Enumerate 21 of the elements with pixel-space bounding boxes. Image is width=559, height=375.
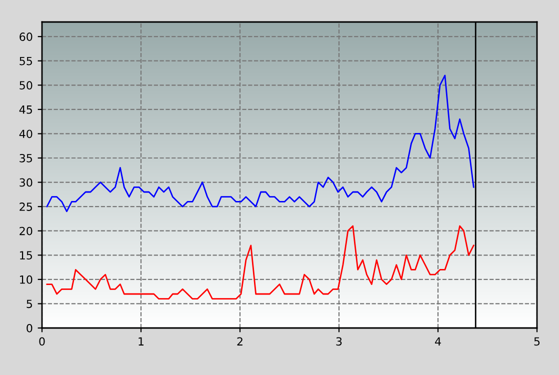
y-tick-label: 0 — [26, 324, 32, 332]
x-tick-label: 5 — [534, 337, 540, 346]
x-tick-label: 2 — [237, 337, 242, 346]
y-tick-label: 15 — [20, 251, 32, 260]
y-tick-label: 25 — [20, 202, 32, 211]
y-tick-label: 45 — [19, 106, 32, 114]
y-tick-label: 60 — [20, 32, 32, 41]
y-tick-label: 35 — [20, 154, 32, 162]
x-tick-label: 3 — [336, 337, 342, 346]
x-tick-label: 0 — [39, 337, 45, 346]
y-tick-label: 10 — [20, 275, 32, 284]
x-tick-label: 4 — [435, 337, 441, 346]
line-series — [46, 74, 474, 212]
y-tick-label: 5 — [26, 300, 32, 308]
y-tick-label: 55 — [20, 56, 32, 66]
line-series — [46, 225, 474, 300]
y-tick-label: 30 — [20, 178, 32, 187]
y-tick-label: 40 — [19, 130, 32, 138]
x-tick-label: 1 — [138, 337, 144, 346]
y-tick-label: 20 — [20, 226, 32, 236]
y-tick-label: 50 — [20, 81, 32, 90]
